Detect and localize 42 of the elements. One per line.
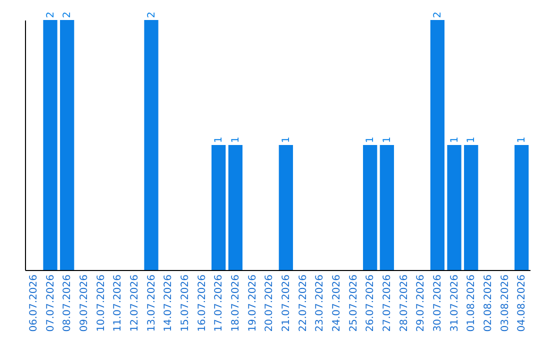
x-tick-label: 07.07.2026 <box>45 274 56 332</box>
x-tick-label: 29.07.2026 <box>416 274 427 332</box>
x-tick-label: 22.07.2026 <box>298 274 309 332</box>
x-tick-label: 15.07.2026 <box>180 274 191 332</box>
x-tick-label: 04.08.2026 <box>516 274 528 332</box>
x-tick-label: 11.07.2026 <box>112 274 124 332</box>
x-tick-label: 13.07.2026 <box>146 274 158 332</box>
x-tick-label: 23.07.2026 <box>314 274 326 332</box>
x-tick-label: 26.07.2026 <box>365 274 376 332</box>
x-tick-label: 31.07.2026 <box>449 274 460 332</box>
x-tick-label: 14.07.2026 <box>163 274 174 332</box>
x-tick-label: 02.08.2026 <box>482 274 494 332</box>
data-label: 1 <box>382 136 393 143</box>
x-tick-label: 17.07.2026 <box>214 274 225 332</box>
data-label: 1 <box>230 136 242 143</box>
x-tick-label: 16.07.2026 <box>196 274 208 332</box>
x-tick-label: 06.07.2026 <box>28 274 40 332</box>
x-tick-label: 08.07.2026 <box>62 274 74 332</box>
x-tick-label: 24.07.2026 <box>331 274 342 332</box>
x-tick-label: 19.07.2026 <box>247 274 258 332</box>
x-tick-label: 03.08.2026 <box>500 274 511 332</box>
data-label: 1 <box>365 136 376 143</box>
x-tick-label: 18.07.2026 <box>230 274 242 332</box>
data-label: 2 <box>45 12 56 18</box>
data-label: 1 <box>214 136 225 143</box>
x-tick-label: 01.08.2026 <box>466 274 478 332</box>
x-tick-label: 09.07.2026 <box>78 274 90 332</box>
x-tick-label: 12.07.2026 <box>129 274 140 332</box>
x-tick-label: 28.07.2026 <box>398 274 410 332</box>
x-tick-label: 10.07.2026 <box>96 274 107 332</box>
data-label: 2 <box>62 12 74 18</box>
x-tick-label: 27.07.2026 <box>382 274 393 332</box>
data-label: 2 <box>432 12 444 18</box>
data-label: 1 <box>449 136 460 143</box>
data-label: 1 <box>280 136 292 143</box>
x-tick-label: 30.07.2026 <box>432 274 444 332</box>
x-tick-label: 21.07.2026 <box>280 274 292 332</box>
data-label: 1 <box>466 136 478 143</box>
data-label: 1 <box>516 136 528 143</box>
data-label: 2 <box>146 12 158 18</box>
x-tick-label: 20.07.2026 <box>264 274 276 332</box>
x-tick-label: 25.07.2026 <box>348 274 360 332</box>
